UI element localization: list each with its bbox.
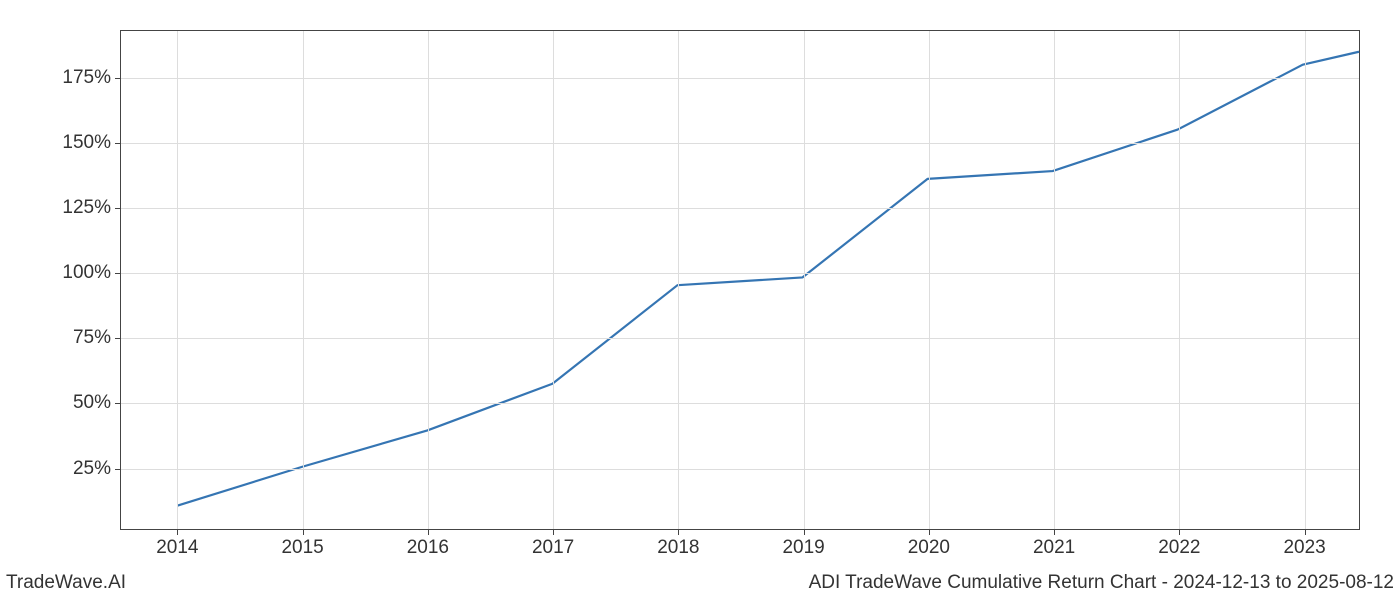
y-tick-label: 75% — [73, 327, 111, 349]
gridline-vertical — [1305, 31, 1306, 529]
x-tick-label: 2020 — [908, 537, 950, 559]
gridline-vertical — [929, 31, 930, 529]
y-tick-mark — [115, 338, 121, 339]
gridline-vertical — [1179, 31, 1180, 529]
y-tick-label: 175% — [62, 67, 111, 89]
gridline-horizontal — [121, 273, 1359, 274]
x-tick-label: 2022 — [1158, 537, 1200, 559]
gridline-vertical — [553, 31, 554, 529]
x-tick-mark — [804, 529, 805, 535]
gridline-vertical — [177, 31, 178, 529]
gridline-vertical — [303, 31, 304, 529]
x-tick-label: 2017 — [532, 537, 574, 559]
x-tick-label: 2018 — [657, 537, 699, 559]
y-tick-label: 25% — [73, 458, 111, 480]
y-tick-label: 100% — [62, 262, 111, 284]
gridline-horizontal — [121, 469, 1359, 470]
x-tick-label: 2023 — [1283, 537, 1325, 559]
y-tick-label: 125% — [62, 197, 111, 219]
x-tick-mark — [1054, 529, 1055, 535]
x-tick-mark — [929, 529, 930, 535]
x-tick-label: 2019 — [782, 537, 824, 559]
footer-brand: TradeWave.AI — [6, 572, 126, 594]
x-tick-label: 2015 — [281, 537, 323, 559]
footer-caption: ADI TradeWave Cumulative Return Chart - … — [809, 572, 1394, 594]
y-tick-mark — [115, 78, 121, 79]
x-tick-mark — [1305, 529, 1306, 535]
plot-box: 2014201520162017201820192020202120222023… — [120, 30, 1360, 530]
y-tick-mark — [115, 143, 121, 144]
x-tick-label: 2016 — [407, 537, 449, 559]
x-tick-label: 2021 — [1033, 537, 1075, 559]
gridline-horizontal — [121, 78, 1359, 79]
x-tick-label: 2014 — [156, 537, 198, 559]
x-tick-mark — [678, 529, 679, 535]
y-tick-label: 150% — [62, 132, 111, 154]
series-line — [177, 52, 1359, 506]
gridline-vertical — [1054, 31, 1055, 529]
x-tick-mark — [1179, 529, 1180, 535]
chart-plot-area: 2014201520162017201820192020202120222023… — [120, 30, 1360, 530]
gridline-horizontal — [121, 338, 1359, 339]
x-tick-mark — [303, 529, 304, 535]
x-tick-mark — [428, 529, 429, 535]
x-tick-mark — [177, 529, 178, 535]
line-series — [121, 31, 1359, 529]
gridline-vertical — [678, 31, 679, 529]
gridline-horizontal — [121, 143, 1359, 144]
gridline-vertical — [428, 31, 429, 529]
y-tick-mark — [115, 469, 121, 470]
y-tick-mark — [115, 403, 121, 404]
x-tick-mark — [553, 529, 554, 535]
gridline-horizontal — [121, 403, 1359, 404]
gridline-horizontal — [121, 208, 1359, 209]
y-tick-mark — [115, 273, 121, 274]
y-tick-mark — [115, 208, 121, 209]
y-tick-label: 50% — [73, 392, 111, 414]
gridline-vertical — [804, 31, 805, 529]
